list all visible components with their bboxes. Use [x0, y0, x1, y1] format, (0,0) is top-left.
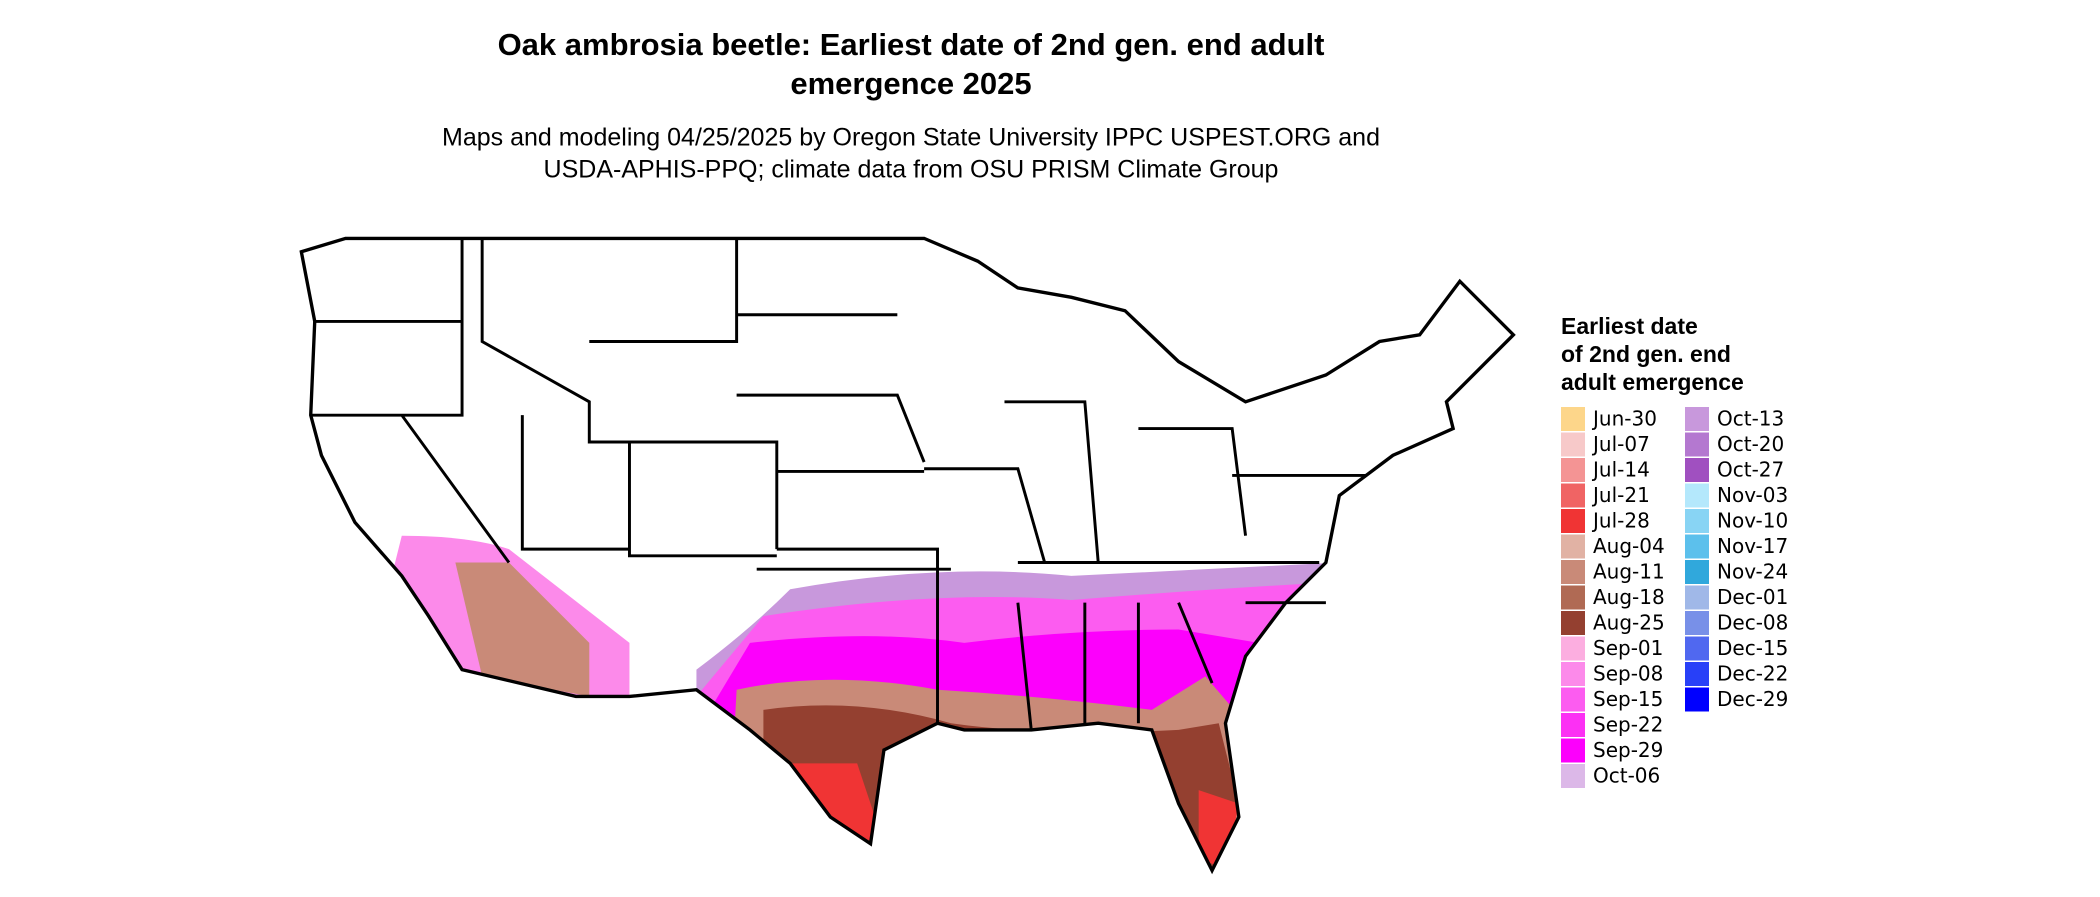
legend-label: Jul-21	[1591, 483, 1650, 507]
legend-swatch	[1685, 611, 1709, 635]
legend-swatch	[1685, 662, 1709, 686]
legend-title: of 2nd gen. end	[1561, 341, 1731, 367]
legend-swatch	[1561, 611, 1585, 635]
legend-label: Oct-06	[1593, 764, 1660, 788]
legend-swatch	[1561, 738, 1585, 763]
legend-swatch	[1561, 636, 1585, 661]
legend-label: Oct-20	[1717, 432, 1784, 456]
legend-swatch	[1685, 458, 1709, 482]
subtitle: Maps and modeling 04/25/2025 by Oregon S…	[442, 124, 1380, 152]
legend-swatch	[1685, 509, 1709, 533]
legend-label: Aug-04	[1593, 534, 1665, 558]
state-borders	[310, 238, 1367, 731]
title: Oak ambrosia beetle: Earliest date of 2n…	[498, 27, 1325, 62]
legend-swatch	[1561, 509, 1585, 533]
legend-swatch	[1561, 483, 1585, 508]
legend-label: Nov-24	[1717, 560, 1788, 584]
legend-title: Earliest date	[1561, 313, 1698, 339]
legend-swatch	[1685, 687, 1709, 712]
legend-swatch	[1561, 662, 1585, 686]
legend-label: Sep-29	[1593, 738, 1663, 762]
legend-label: Nov-17	[1717, 534, 1788, 558]
legend-swatch	[1561, 560, 1585, 584]
legend-swatch	[1685, 483, 1709, 508]
legend-swatch	[1561, 687, 1585, 712]
legend-swatch	[1685, 560, 1709, 584]
legend-label: Sep-22	[1593, 713, 1663, 737]
legend-label: Dec-15	[1717, 636, 1788, 660]
legend-label: Dec-01	[1717, 585, 1788, 609]
legend-swatch	[1685, 432, 1709, 457]
legend-label: Oct-13	[1717, 407, 1784, 431]
legend-swatch	[1561, 713, 1585, 737]
legend-label: Sep-15	[1593, 687, 1663, 711]
legend-label: Sep-08	[1593, 662, 1663, 686]
legend-label: Jul-07	[1591, 432, 1650, 456]
legend-swatch	[1561, 764, 1585, 788]
legend-label: Jul-28	[1591, 509, 1650, 533]
legend-swatch	[1561, 585, 1585, 610]
legend-label: Aug-11	[1593, 560, 1665, 584]
legend-label: Aug-25	[1593, 611, 1665, 635]
zone-jul	[790, 763, 1239, 871]
legend-swatch	[1685, 407, 1709, 431]
legend-label: Dec-29	[1717, 687, 1788, 711]
legend-swatch	[1561, 407, 1585, 431]
legend-label: Jul-14	[1591, 458, 1650, 482]
legend-label: Dec-22	[1717, 662, 1788, 686]
legend-swatch	[1561, 534, 1585, 559]
legend-swatch	[1685, 636, 1709, 661]
legend-swatch	[1685, 534, 1709, 559]
title: emergence 2025	[790, 66, 1031, 101]
zone-west-aug	[455, 562, 590, 697]
legend-title: adult emergence	[1561, 369, 1744, 395]
legend-label: Nov-10	[1717, 509, 1788, 533]
legend-swatch	[1561, 432, 1585, 457]
legend-label: Aug-18	[1593, 585, 1665, 609]
us-map	[299, 236, 1516, 875]
us-outline	[299, 236, 1516, 875]
legend-label: Nov-03	[1717, 483, 1788, 507]
subtitle: USDA-APHIS-PPQ; climate data from OSU PR…	[544, 156, 1279, 184]
legend: Earliest date of 2nd gen. end adult emer…	[1561, 313, 1788, 788]
legend-label: Sep-01	[1593, 636, 1663, 660]
legend-label: Oct-27	[1717, 458, 1784, 482]
legend-label: Dec-08	[1717, 611, 1788, 635]
legend-swatch	[1685, 585, 1709, 610]
legend-swatch	[1561, 458, 1585, 482]
legend-label: Jun-30	[1591, 407, 1657, 431]
